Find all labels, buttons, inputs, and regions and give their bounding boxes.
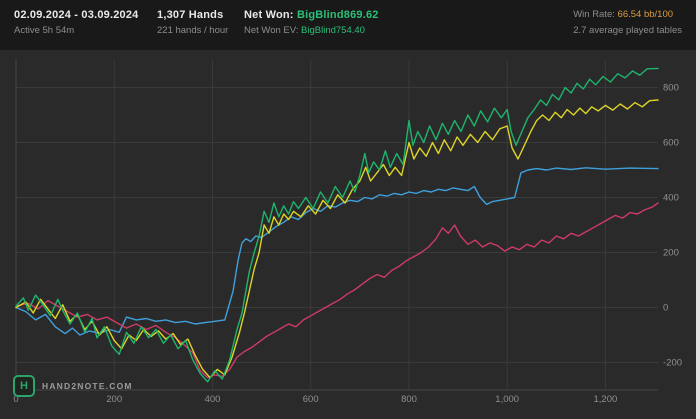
- y-tick-label: 600: [663, 138, 679, 149]
- y-tick-label: 0: [663, 303, 668, 314]
- net-won-label: Net Won:: [244, 9, 294, 21]
- hands-count: 1,307 Hands: [157, 9, 224, 21]
- date-range[interactable]: 02.09.2024 - 03.09.2024: [14, 9, 139, 21]
- x-tick-label: 0: [13, 394, 18, 405]
- x-tick-label: 1,200: [594, 394, 618, 405]
- hands-block: 1,307 Hands 221 hands / hour: [157, 9, 244, 36]
- x-tick-label: 600: [303, 394, 319, 405]
- hand2note-logo[interactable]: H HAND2NOTE.COM: [13, 375, 133, 397]
- x-tick-label: 1,000: [495, 394, 519, 405]
- hand2note-logo-icon: H: [13, 375, 35, 397]
- win-rate-label: Win Rate:: [573, 9, 615, 20]
- x-tick-label: 800: [401, 394, 417, 405]
- session-graph: 0 200 400 600 800 1,000 1,200 800 600 400 200 0 -200: [13, 60, 682, 405]
- hands-per-hour: 221 hands / hour: [157, 25, 229, 36]
- session-header: 02.09.2024 - 03.09.2024 Active 5h 54m 1,…: [0, 0, 696, 50]
- yellow-line-net-won-ev: [15, 99, 659, 379]
- date-range-block: 02.09.2024 - 03.09.2024 Active 5h 54m: [14, 9, 157, 36]
- logo-letter: H: [20, 380, 28, 392]
- hand2note-logo-text: HAND2NOTE.COM: [42, 381, 133, 391]
- green-line-net-won: [15, 67, 659, 383]
- net-won-ev-value: BigBlind754.40: [301, 25, 365, 36]
- y-tick-label: 400: [663, 193, 679, 204]
- avg-tables: 2.7 average played tables: [573, 25, 682, 36]
- window-edge: [696, 0, 700, 419]
- blue-line: [15, 167, 659, 336]
- net-won-value: BigBlind869.62: [296, 9, 379, 21]
- x-tick-label: 200: [106, 394, 122, 405]
- pink-line: [15, 202, 659, 379]
- net-won-block: Net Won: BigBlind869.62 Net Won EV: BigB…: [244, 9, 379, 36]
- net-won-ev-label: Net Won EV:: [244, 25, 299, 36]
- y-tick-label: 200: [663, 248, 679, 259]
- win-rate-block: Win Rate: 66.54 bb/100 2.7 average playe…: [573, 9, 682, 36]
- y-tick-label: -200: [663, 358, 682, 369]
- win-rate-value: 66.54 bb/100: [617, 9, 674, 20]
- x-tick-label: 400: [205, 394, 221, 405]
- y-tick-label: 800: [663, 83, 679, 94]
- active-time: Active 5h 54m: [14, 25, 75, 36]
- session-graph-panel: 0 200 400 600 800 1,000 1,200 800 600 400 200 0 -200…: [0, 50, 696, 419]
